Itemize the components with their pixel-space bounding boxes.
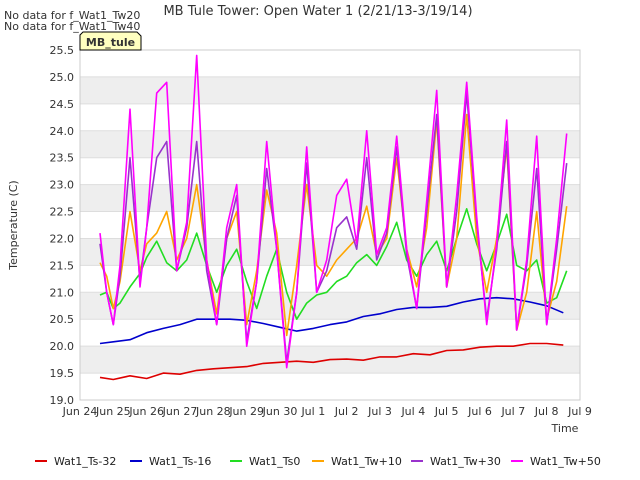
- x-tick-label: Jun 26: [128, 405, 164, 418]
- plot-band: [80, 292, 580, 320]
- x-tick-label: Jul 2: [334, 405, 359, 418]
- legend-item: Wat1_Tw+10: [312, 455, 402, 468]
- x-tick-label: Jul 8: [534, 405, 559, 418]
- legend-item: Wat1_Ts-16: [130, 455, 211, 468]
- x-tick-label: Jun 29: [228, 405, 264, 418]
- legend-label: Wat1_Ts-16: [149, 455, 211, 468]
- x-tick-label: Jun 25: [95, 405, 131, 418]
- plot-frame: [79, 49, 581, 401]
- header-note-2: No data for f_Wat1_Tw40: [4, 20, 140, 33]
- series-line-Wat1_Ts-32: [99, 342, 564, 381]
- series-line-Wat1_Ts-16: [99, 296, 564, 345]
- plot-background: [80, 50, 580, 400]
- series-line-Wat1_Tw+10: [99, 113, 568, 337]
- y-tick-label: 25.5: [50, 44, 75, 57]
- site-badge: MB_tule: [79, 31, 142, 51]
- plot-band: [80, 184, 580, 212]
- site-badge-label: MB_tule: [86, 36, 135, 49]
- y-tick-labels: 19.0 19.5 20.0 20.5 21.0 21.5 22.0 22.5 23.0 23.5…: [50, 44, 75, 407]
- x-tick-label: Jul 9: [567, 405, 592, 418]
- x-tick-label: Jul 7: [500, 405, 525, 418]
- plot-band: [80, 130, 580, 158]
- legend-label: Wat1_Ts0: [249, 455, 300, 468]
- y-tick-label: 20.0: [50, 340, 75, 353]
- plot-bands: [80, 50, 580, 400]
- legend-label: Wat1_Tw+50: [530, 455, 601, 468]
- y-tick-label: 24.0: [50, 125, 75, 138]
- y-tick-label: 19.0: [50, 394, 75, 407]
- y-tick-label: 20.5: [50, 313, 75, 326]
- chart-title: MB Tule Tower: Open Water 1 (2/21/13-3/1…: [163, 4, 472, 19]
- x-tick-label: Jul 6: [467, 405, 492, 418]
- y-tick-label: 25.0: [50, 71, 75, 84]
- legend-label: Wat1_Ts-32: [54, 455, 116, 468]
- x-tick-label: Jun 24: [62, 405, 98, 418]
- x-tick-label: Jun 27: [162, 405, 198, 418]
- y-tick-label: 24.5: [50, 98, 75, 111]
- y-tick-label: 23.5: [50, 152, 75, 165]
- y-tick-label: 23.0: [50, 179, 75, 192]
- legend-label: Wat1_Tw+30: [430, 455, 501, 468]
- series-line-Wat1_Tw+50: [99, 54, 568, 369]
- legend-item: Wat1_Ts0: [230, 455, 300, 468]
- legend-item: Wat1_Tw+30: [411, 455, 501, 468]
- x-tick-label: Jun 28: [195, 405, 231, 418]
- y-tick-label: 22.0: [50, 232, 75, 245]
- header-note-1: No data for f_Wat1_Tw20: [4, 9, 140, 22]
- legend: Wat1_Ts-32 Wat1_Ts-16 Wat1_Ts0 Wat1_Tw+10 Wa…: [35, 455, 601, 468]
- x-tick-label: Jul 1: [300, 405, 325, 418]
- y-axis-label: Temperature (C): [7, 180, 20, 270]
- y-tick-label: 19.5: [50, 367, 75, 380]
- x-axis-label: Time: [551, 422, 579, 435]
- series-lines: [99, 54, 568, 381]
- y-tick-label: 21.5: [50, 259, 75, 272]
- x-tick-label: Jul 5: [434, 405, 459, 418]
- legend-label: Wat1_Tw+10: [331, 455, 402, 468]
- x-tick-label: Jul 4: [400, 405, 425, 418]
- legend-item: Wat1_Ts-32: [35, 455, 116, 468]
- x-tick-label: Jun 30: [262, 405, 298, 418]
- y-tick-label: 22.5: [50, 206, 75, 219]
- series-line-Wat1_Ts0: [99, 208, 568, 321]
- plot-band: [80, 76, 580, 104]
- legend-item: Wat1_Tw+50: [511, 455, 601, 468]
- x-tick-label: Jul 3: [367, 405, 392, 418]
- y-tick-label: 21.0: [50, 286, 75, 299]
